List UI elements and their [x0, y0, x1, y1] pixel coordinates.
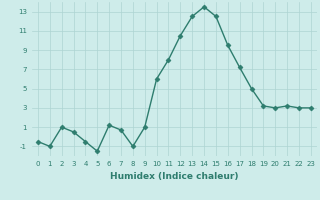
- X-axis label: Humidex (Indice chaleur): Humidex (Indice chaleur): [110, 172, 239, 181]
